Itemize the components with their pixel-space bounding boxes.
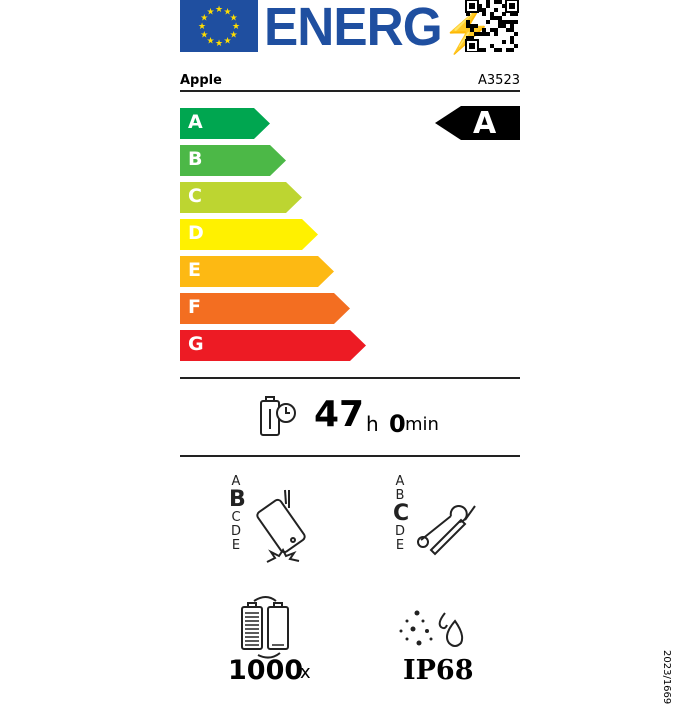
svg-text:★: ★ bbox=[223, 7, 231, 17]
model-id: A3523 bbox=[478, 73, 520, 88]
energy-class-bar-f: F bbox=[180, 293, 350, 324]
divider bbox=[180, 455, 520, 457]
scale-letter: E bbox=[231, 538, 241, 553]
energy-class-label: G bbox=[188, 333, 204, 355]
svg-text:★: ★ bbox=[232, 22, 240, 32]
energy-logo: ENERG⚡ bbox=[264, 0, 494, 58]
energy-class-label: D bbox=[188, 222, 204, 244]
svg-text:★: ★ bbox=[230, 31, 238, 41]
selected-class-label: A bbox=[473, 106, 497, 141]
energy-class-bar-d: D bbox=[180, 219, 318, 250]
scale-letter: E bbox=[395, 538, 405, 553]
battery-cycles-value: 1000 bbox=[228, 655, 304, 686]
regulation-number: 2023/1669 bbox=[661, 650, 672, 704]
energy-class-bar-c: C bbox=[180, 182, 302, 213]
battery-endurance-icon bbox=[258, 395, 302, 443]
energy-class-label: E bbox=[188, 259, 201, 281]
svg-text:★: ★ bbox=[223, 37, 231, 47]
scale-letter: C bbox=[231, 510, 241, 525]
svg-text:★: ★ bbox=[215, 5, 223, 15]
svg-text:★: ★ bbox=[198, 22, 206, 32]
phone-drop-icon bbox=[255, 488, 315, 572]
logo-text: ENERG bbox=[264, 0, 443, 57]
svg-text:★: ★ bbox=[230, 14, 238, 24]
energy-class-bar-e: E bbox=[180, 256, 334, 287]
svg-text:★: ★ bbox=[206, 37, 214, 47]
dust-water-icon bbox=[397, 607, 469, 661]
energy-class-bar-g: G bbox=[180, 330, 366, 361]
eu-flag-icon: ★ ★ ★ ★ ★ ★ ★ ★ ★ ★ ★ ★ bbox=[180, 0, 258, 52]
scale-letter: C bbox=[393, 501, 410, 526]
scale-letter: A bbox=[231, 474, 241, 489]
supplier-name: Apple bbox=[180, 73, 222, 88]
svg-text:★: ★ bbox=[200, 14, 208, 24]
scale-letter: A bbox=[395, 474, 405, 489]
divider bbox=[180, 377, 520, 379]
scale-letter: B bbox=[229, 487, 246, 512]
hours-unit: h bbox=[366, 412, 379, 436]
qr-code-icon[interactable] bbox=[465, 0, 519, 53]
energy-class-label: C bbox=[188, 185, 202, 207]
ip-rating: IP68 bbox=[403, 655, 474, 686]
scale-letter: B bbox=[395, 488, 405, 503]
energy-class-label: A bbox=[188, 111, 203, 133]
svg-text:★: ★ bbox=[215, 39, 223, 49]
energy-class-bar-a: A bbox=[180, 108, 270, 139]
energy-class-bar-b: B bbox=[180, 145, 286, 176]
scale-letter: D bbox=[230, 524, 241, 539]
battery-hours: 47 bbox=[314, 394, 365, 435]
battery-minutes: 0 bbox=[389, 410, 406, 438]
divider bbox=[180, 90, 520, 92]
repair-tools-icon bbox=[415, 500, 485, 564]
energy-class-label: B bbox=[188, 148, 203, 170]
battery-cycles-icon bbox=[240, 595, 296, 665]
battery-cycles-unit: x bbox=[300, 662, 311, 683]
svg-text:★: ★ bbox=[200, 31, 208, 41]
svg-text:★: ★ bbox=[206, 7, 214, 17]
minutes-unit: min bbox=[405, 414, 439, 435]
selected-class-arrow: A bbox=[435, 106, 520, 141]
energy-class-label: F bbox=[188, 296, 201, 318]
scale-letter: D bbox=[394, 524, 405, 539]
